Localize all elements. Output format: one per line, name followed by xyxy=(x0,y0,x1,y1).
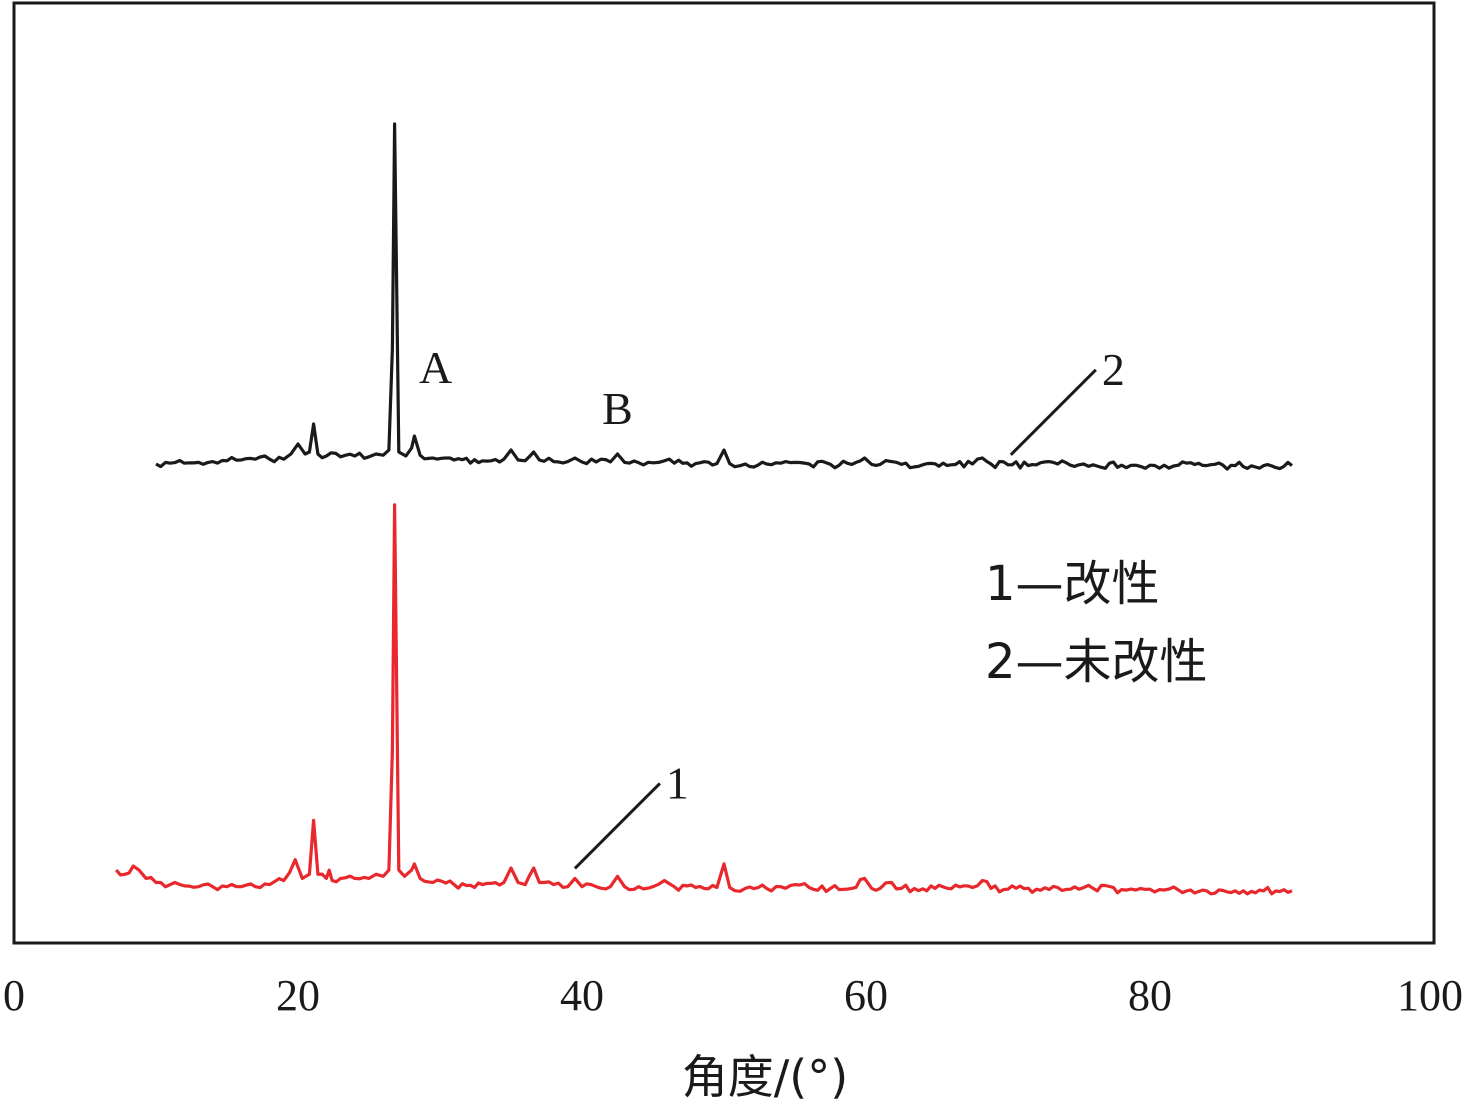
annotation-layer: A B 1 2 xyxy=(419,342,1125,870)
x-tick-label: 80 xyxy=(1128,971,1172,1020)
x-axis: 0 20 40 60 80 100 xyxy=(3,971,1463,1020)
series-1-label: 1 xyxy=(666,757,689,808)
series-1-line xyxy=(115,503,1293,896)
x-tick-label: 60 xyxy=(844,971,888,1020)
legend-entry-2: 2—未改性 xyxy=(985,634,1208,690)
legend-entry-1: 1—改性 xyxy=(985,556,1160,612)
series-layer xyxy=(115,122,1293,896)
x-tick-label: 20 xyxy=(276,971,320,1020)
legend: 1—改性 2—未改性 xyxy=(985,556,1208,690)
series-2-leader-line xyxy=(1009,368,1097,456)
plot-frame xyxy=(12,1,1436,945)
series-2-label: 2 xyxy=(1102,344,1125,395)
peak-label-a: A xyxy=(419,342,452,393)
x-axis-title: 角度/(°) xyxy=(682,1050,848,1104)
peak-label-b: B xyxy=(602,383,633,434)
x-tick-label: 0 xyxy=(3,971,25,1020)
series-1-leader-line xyxy=(573,782,661,870)
series-2-line xyxy=(155,122,1293,471)
x-tick-label: 100 xyxy=(1397,971,1463,1020)
x-tick-label: 40 xyxy=(560,971,604,1020)
